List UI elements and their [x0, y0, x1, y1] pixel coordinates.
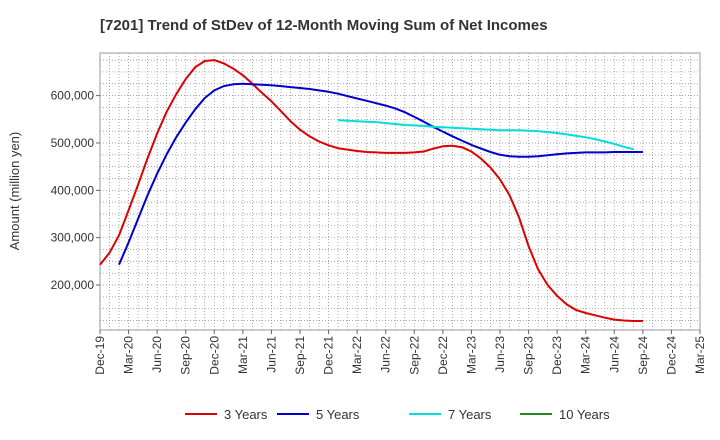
x-tick-label: Mar-23 [464, 336, 478, 374]
x-tick-label: Dec-22 [436, 336, 450, 375]
grid [100, 53, 700, 330]
x-tick-label: Sep-21 [293, 336, 307, 375]
legend-label: 5 Years [316, 407, 360, 422]
y-tick-label: 200,000 [51, 278, 95, 292]
y-tick-label: 500,000 [51, 136, 95, 150]
plot-area [99, 52, 701, 331]
series-layer [99, 59, 643, 322]
y-tick-label: 400,000 [51, 183, 95, 197]
x-tick-label: Dec-21 [322, 336, 336, 375]
x-tick-label: Dec-20 [207, 336, 221, 375]
chart-title: [7201] Trend of StDev of 12-Month Moving… [100, 17, 548, 34]
x-tick-label: Jun-21 [264, 336, 278, 373]
legend-label: 3 Years [224, 407, 268, 422]
x-tick-label: Mar-24 [579, 336, 593, 374]
legend: 3 Years 5 Years 7 Years 10 Years [185, 407, 610, 422]
x-tick-label: Dec-24 [664, 336, 678, 375]
x-tick-label: Mar-20 [122, 336, 136, 374]
x-tick-label: Dec-23 [550, 336, 564, 375]
x-tick-label: Sep-22 [407, 336, 421, 375]
x-tick-label: Mar-25 [693, 336, 707, 374]
x-tick-label: Sep-24 [636, 336, 650, 375]
x-axis: Dec-19 Mar-20 Jun-20 Sep-20 Dec-20 Mar-21 Jun-… [93, 330, 707, 375]
legend-label: 7 Years [448, 407, 492, 422]
x-tick-label: Jun-24 [607, 336, 621, 373]
x-tick-label: Mar-22 [350, 336, 364, 374]
y-tick-label: 600,000 [51, 89, 95, 103]
y-axis-label: Amount (million yen) [7, 132, 22, 251]
x-tick-label: Jun-23 [493, 336, 507, 373]
y-tick-label: 300,000 [51, 231, 95, 245]
series-line-3-years [99, 59, 643, 322]
legend-label: 10 Years [559, 407, 610, 422]
x-tick-label: Jun-20 [150, 336, 164, 373]
x-tick-label: Dec-19 [93, 336, 107, 375]
series-line-7-years [338, 119, 634, 151]
series-line-5-years [118, 82, 643, 266]
x-tick-label: Sep-20 [179, 336, 193, 375]
x-tick-label: Sep-23 [522, 336, 536, 375]
x-tick-label: Jun-22 [379, 336, 393, 373]
x-tick-label: Mar-21 [236, 336, 250, 374]
y-axis: 200,000 300,000 400,000 500,000 600,000 [51, 89, 100, 292]
